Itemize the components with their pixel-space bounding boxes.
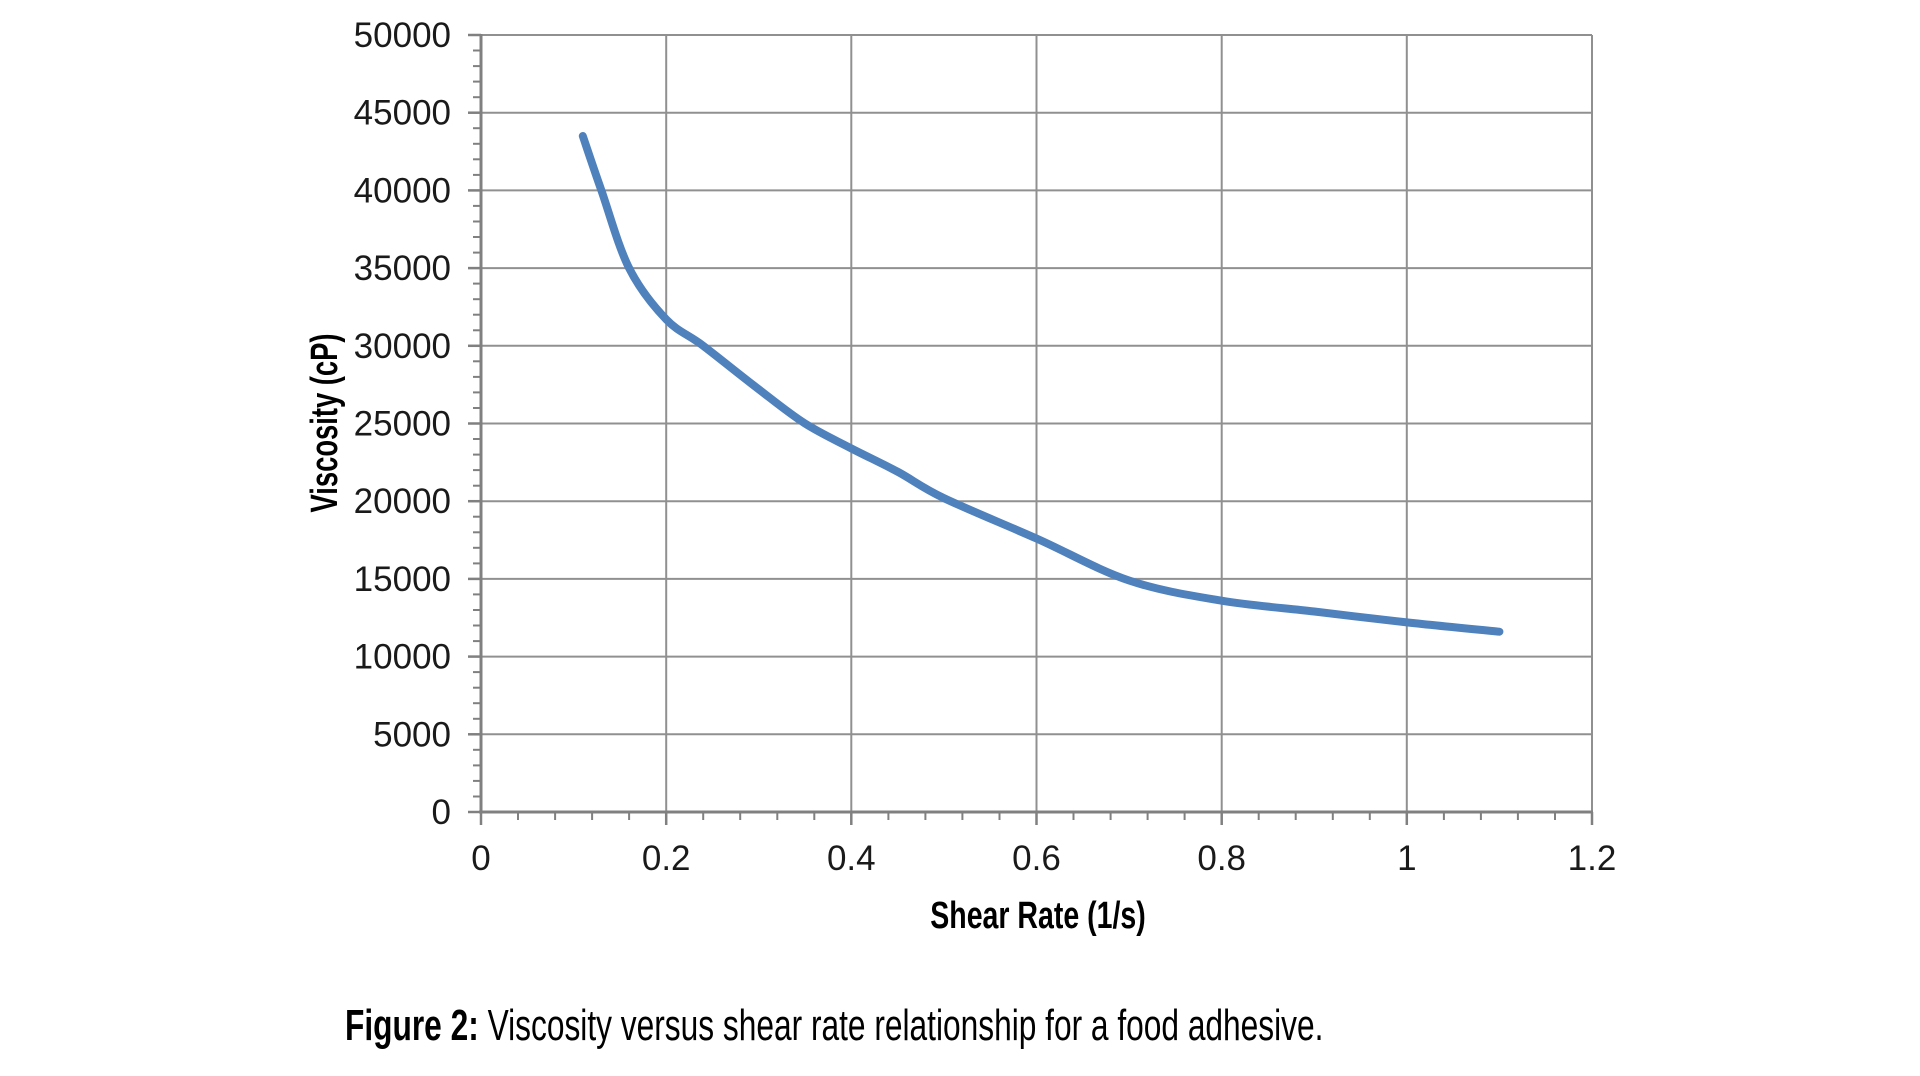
- svg-text:35000: 35000: [354, 249, 451, 288]
- svg-text:0.4: 0.4: [827, 839, 876, 878]
- svg-text:20000: 20000: [354, 482, 451, 521]
- svg-text:25000: 25000: [354, 405, 451, 444]
- gridlines: [481, 34, 1593, 812]
- x-tick-labels: 0 0.2 0.4 0.6 0.8 1 1.2: [471, 839, 1616, 878]
- svg-text:0.6: 0.6: [1012, 839, 1061, 878]
- svg-text:0.2: 0.2: [642, 839, 691, 878]
- svg-text:50000: 50000: [354, 16, 451, 55]
- svg-text:40000: 40000: [354, 171, 451, 210]
- minor-ticks: [473, 49, 1556, 820]
- svg-text:45000: 45000: [354, 94, 451, 133]
- x-axis-title: Shear Rate (1/s): [930, 895, 1146, 937]
- y-tick-labels: 0 5000 10000 15000 20000 25000 30000 35000 40000…: [354, 16, 451, 832]
- svg-text:15000: 15000: [354, 560, 451, 599]
- svg-text:0: 0: [432, 793, 451, 832]
- svg-text:10000: 10000: [354, 638, 451, 677]
- svg-text:1.2: 1.2: [1568, 839, 1617, 878]
- svg-text:0.8: 0.8: [1197, 839, 1246, 878]
- figure-caption-text: Viscosity versus shear rate relationship…: [478, 1001, 1324, 1050]
- figure-caption-number: Figure 2:: [345, 1001, 479, 1050]
- axes: [479, 34, 1593, 814]
- major-ticks: [468, 33, 1594, 825]
- svg-text:5000: 5000: [373, 715, 451, 754]
- svg-text:30000: 30000: [354, 327, 451, 366]
- figure-caption: Figure 2: Viscosity versus shear rate re…: [345, 1004, 1323, 1048]
- svg-text:0: 0: [471, 839, 490, 878]
- svg-text:1: 1: [1397, 839, 1416, 878]
- y-axis-title: Viscosity (cP): [304, 333, 346, 513]
- series-viscosity-vs-shear-rate: [578, 132, 1504, 636]
